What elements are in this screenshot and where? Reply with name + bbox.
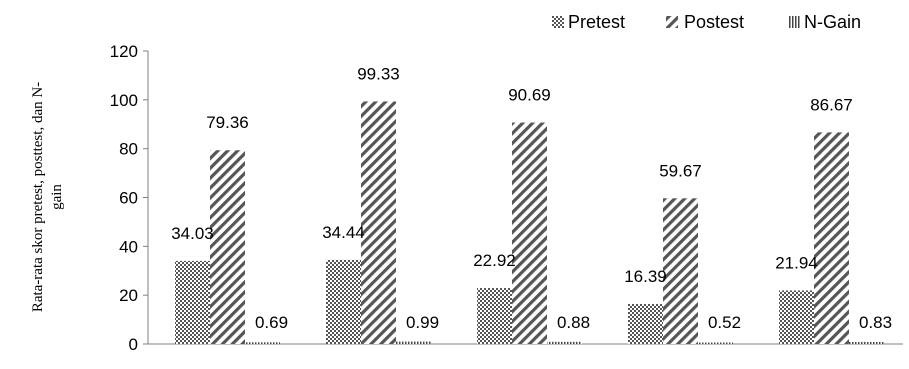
data-label-pretest: 22.92: [473, 251, 516, 270]
bar-postest: [361, 101, 396, 344]
legend-swatch-pretest: [552, 16, 564, 28]
y-axis-label: Rata-rata skor pretest, posttest, dan N-…: [30, 82, 65, 312]
bar-pretest: [175, 260, 210, 344]
data-label-postest: 99.33: [357, 64, 400, 83]
data-label-pretest: 34.44: [322, 223, 365, 242]
data-label-ngain: 0.52: [708, 313, 741, 332]
legend: Pretest Postest N-Gain: [552, 12, 861, 32]
y-tick-label: 120: [110, 42, 138, 61]
bar-postest: [814, 132, 849, 344]
data-label-postest: 86.67: [810, 95, 853, 114]
y-tick-label: 0: [129, 335, 138, 354]
y-tick-label: 40: [119, 237, 138, 256]
legend-swatch-ngain: [788, 16, 800, 28]
data-label-pretest: 34.03: [171, 224, 214, 243]
data-label-ngain: 0.88: [557, 313, 590, 332]
bar-ngain: [849, 341, 884, 344]
y-tick-label: 60: [119, 189, 138, 208]
data-label-ngain: 0.99: [406, 313, 439, 332]
bar-postest: [663, 198, 698, 344]
bar-ngain: [245, 342, 280, 344]
legend-swatch-postest: [666, 16, 678, 28]
data-label-pretest: 16.39: [624, 267, 667, 286]
data-label-postest: 59.67: [659, 161, 702, 180]
y-tick-label: 80: [119, 140, 138, 159]
bar-pretest: [326, 259, 361, 344]
data-label-ngain: 0.69: [255, 313, 288, 332]
bar-ngain: [396, 341, 431, 344]
legend-label-ngain: N-Gain: [804, 12, 861, 32]
legend-label-pretest: Pretest: [568, 12, 625, 32]
y-axis-label-line-1: Rata-rata skor pretest, posttest, dan N-: [30, 82, 46, 312]
data-label-ngain: 0.83: [859, 313, 892, 332]
legend-label-postest: Postest: [684, 12, 744, 32]
bar-ngain: [547, 341, 582, 344]
data-label-pretest: 21.94: [775, 253, 818, 272]
bar-ngain: [698, 342, 733, 344]
bar-postest: [512, 122, 547, 344]
bar-pretest: [779, 290, 814, 344]
data-label-postest: 79.36: [206, 113, 249, 132]
y-axis-label-line-2: gain: [49, 184, 65, 210]
bar-pretest: [477, 288, 512, 344]
y-tick-label: 100: [110, 91, 138, 110]
data-label-postest: 90.69: [508, 86, 551, 105]
data-labels: 34.03 79.36 0.69 34.44 99.33 0.99 22.92 90.69 0.…: [171, 64, 892, 332]
bar-postest: [210, 150, 245, 344]
y-tick-label: 20: [119, 286, 138, 305]
bar-pretest: [628, 303, 663, 344]
bars: [175, 101, 884, 344]
